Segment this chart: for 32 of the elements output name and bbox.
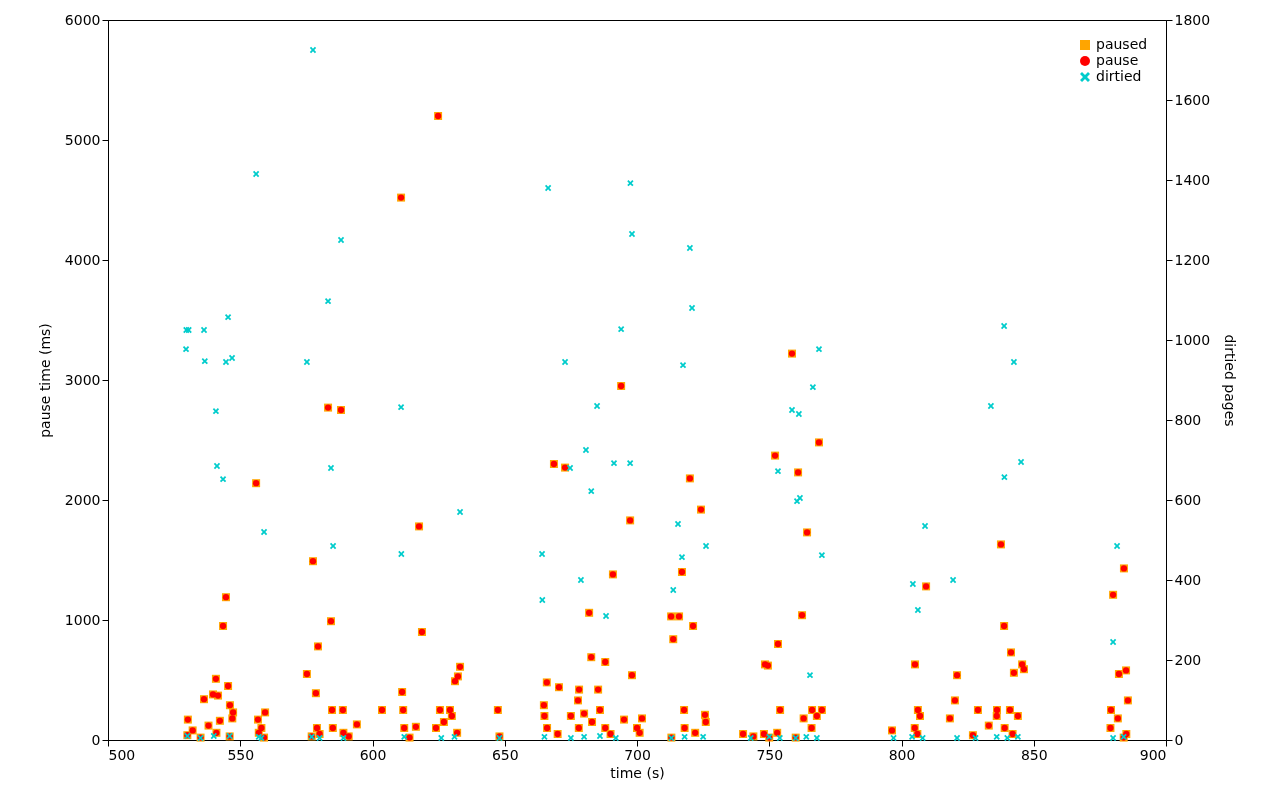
x-tick-label: 550 bbox=[227, 746, 255, 763]
y2-tick-label: 200 bbox=[1174, 651, 1202, 668]
x-tick-label: 800 bbox=[888, 746, 916, 763]
y2-tick-label: 1000 bbox=[1174, 331, 1211, 348]
y2-tick-label: 1400 bbox=[1174, 171, 1211, 188]
x-tick-label: 850 bbox=[1020, 746, 1048, 763]
y-tick-label: 2000 bbox=[64, 491, 101, 508]
y-tick-label: 5000 bbox=[64, 131, 101, 148]
y2-axis-title: dirtied pages bbox=[1222, 334, 1239, 427]
x-tick-label: 900 bbox=[1139, 746, 1167, 763]
y-tick-label: 0 bbox=[91, 731, 101, 748]
x-tick-label: 600 bbox=[359, 746, 387, 763]
y2-tick-label: 600 bbox=[1174, 491, 1202, 508]
legend-label: dirtied bbox=[1096, 68, 1142, 84]
y-tick-label: 4000 bbox=[64, 251, 101, 268]
y-tick-label: 6000 bbox=[64, 11, 101, 28]
x-tick-label: 750 bbox=[756, 746, 784, 763]
y2-tick-label: 800 bbox=[1174, 411, 1202, 428]
x-tick-label: 650 bbox=[491, 746, 519, 763]
y2-tick-label: 400 bbox=[1174, 571, 1202, 588]
y-axis-title: pause time (ms) bbox=[36, 323, 53, 438]
y-tick-label: 1000 bbox=[64, 611, 101, 628]
x-tick-label: 500 bbox=[108, 746, 136, 763]
x-tick-label: 700 bbox=[624, 746, 651, 763]
legend-label: pause bbox=[1096, 52, 1139, 68]
y2-tick-label: 1600 bbox=[1174, 91, 1211, 108]
x-axis-title: time (s) bbox=[610, 764, 665, 781]
y2-tick-label: 0 bbox=[1174, 731, 1184, 748]
y2-tick-label: 1200 bbox=[1174, 251, 1211, 268]
y2-tick-label: 1800 bbox=[1174, 11, 1211, 28]
legend-label: paused bbox=[1096, 36, 1148, 52]
y-tick-label: 3000 bbox=[64, 371, 101, 388]
